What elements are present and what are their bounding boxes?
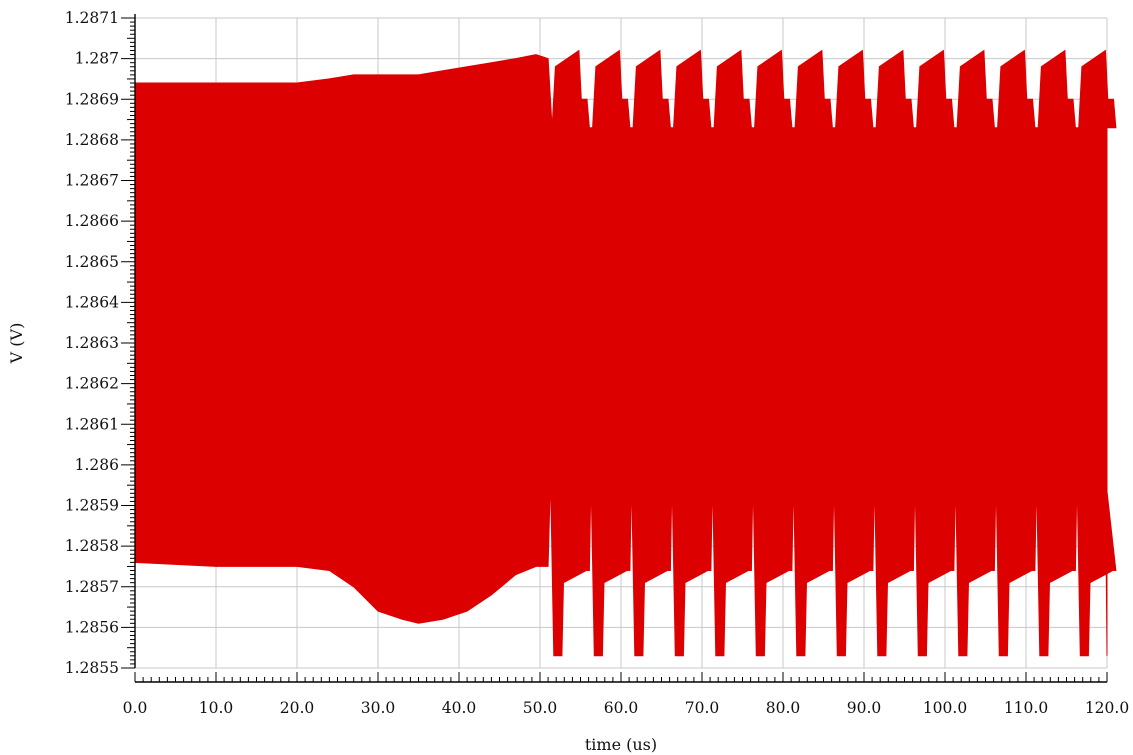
x-tick-label: 10.0: [199, 699, 234, 717]
y-tick-label: 1.2869: [65, 90, 119, 108]
x-tick-label: 50.0: [523, 699, 558, 717]
x-tick-label: 30.0: [361, 699, 396, 717]
x-tick-label: 120.0: [1085, 699, 1129, 717]
y-tick-label: 1.2862: [65, 375, 119, 393]
y-tick-label: 1.287: [75, 50, 119, 68]
x-tick-label: 90.0: [847, 699, 882, 717]
voltage-waveform: [135, 51, 1116, 656]
y-tick-labels: 1.2855 1.2856 1.2857 1.2858 1.2859 1.286 1.286…: [65, 9, 119, 677]
y-tick-label: 1.2865: [65, 253, 119, 271]
y-tick-label: 1.286: [75, 456, 119, 474]
x-tick-label: 110.0: [1004, 699, 1048, 717]
y-tick-label: 1.2857: [65, 578, 119, 596]
y-tick-label: 1.2871: [65, 9, 119, 27]
y-tick-label: 1.2858: [65, 537, 119, 555]
x-tick-label: 80.0: [766, 699, 801, 717]
y-tick-label: 1.2855: [65, 659, 119, 677]
x-tick-label: 20.0: [280, 699, 315, 717]
y-tick-label: 1.2866: [65, 212, 119, 230]
x-tick-label: 60.0: [604, 699, 639, 717]
y-tick-label: 1.2863: [65, 334, 119, 352]
y-tick-label: 1.2861: [65, 415, 119, 433]
y-tick-label: 1.2868: [65, 131, 119, 149]
x-tick-label: 0.0: [123, 699, 148, 717]
y-tick-label: 1.2864: [65, 293, 119, 311]
y-tick-label: 1.2859: [65, 497, 119, 515]
x-tick-label: 70.0: [685, 699, 720, 717]
x-tick-labels: 0.0 10.0 20.0 30.0 40.0 50.0 60.0 70.0 80.0 90.0 1…: [123, 699, 1130, 717]
x-tick-label: 40.0: [442, 699, 477, 717]
y-axis-label: V (V): [7, 323, 26, 365]
y-tick-label: 1.2856: [65, 618, 119, 636]
y-tick-label: 1.2867: [65, 172, 119, 190]
x-tick-label: 100.0: [923, 699, 967, 717]
x-axis-label: time (us): [585, 735, 657, 754]
